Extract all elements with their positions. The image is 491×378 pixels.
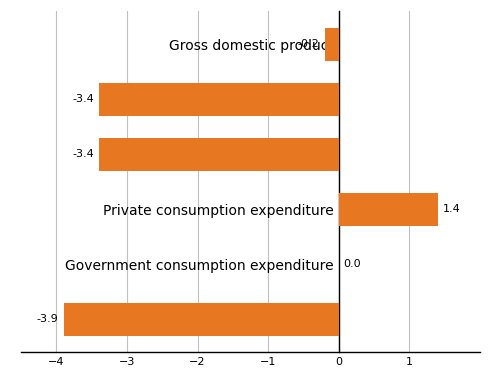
Text: -3.4: -3.4 — [72, 94, 94, 104]
Bar — [325, 28, 339, 60]
Text: 0.0: 0.0 — [344, 259, 361, 269]
Bar — [99, 83, 339, 116]
Text: -3.9: -3.9 — [37, 314, 58, 324]
Text: -3.4: -3.4 — [72, 149, 94, 159]
Bar — [63, 302, 339, 336]
Text: -0.2: -0.2 — [298, 39, 320, 49]
Text: 1.4: 1.4 — [442, 204, 460, 214]
Bar — [339, 192, 437, 226]
Bar — [99, 138, 339, 170]
